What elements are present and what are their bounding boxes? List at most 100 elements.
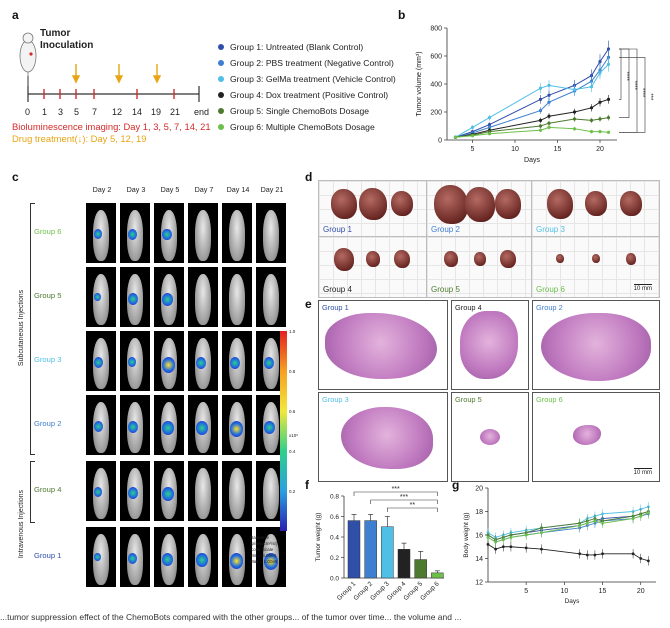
row-group-label: Group 3 [34, 355, 62, 364]
row-group-label: Group 6 [34, 227, 62, 236]
day-5: 5 [74, 107, 80, 117]
y-tick-label: 800 [430, 26, 442, 33]
tumor-group-label: Group 3 [536, 225, 565, 234]
tumor-specimen [359, 188, 387, 221]
data-point [606, 97, 611, 101]
mouse-body [228, 468, 246, 519]
data-point [585, 553, 589, 557]
data-point [598, 130, 602, 134]
y-tick-label: 0.0 [330, 576, 339, 583]
data-point [572, 110, 577, 114]
scale-tick-label: 0.2 [289, 489, 296, 494]
data-point [589, 106, 594, 110]
data-point [538, 124, 543, 128]
significance-label: **** [631, 81, 637, 91]
tumor-specimen [626, 253, 637, 265]
luminescence-signal [94, 421, 103, 432]
data-point [598, 100, 602, 104]
data-point [487, 132, 492, 136]
tumor-photo-cell: Group 4 [318, 236, 428, 298]
legend-item-group-3: Group 3: GelMa treatment (Vehicle Contro… [218, 74, 396, 84]
y-tick-label: 16 [475, 533, 483, 540]
data-point [501, 545, 505, 549]
histology-group-label: Group 6 [536, 395, 563, 404]
data-point [487, 123, 492, 127]
row-group-label: Group 1 [34, 551, 62, 560]
data-point [453, 135, 458, 139]
histology-group-label: Group 4 [455, 303, 482, 312]
day-19: 19 [151, 107, 162, 117]
y-tick-label: 0.2 [330, 555, 339, 562]
tumor-specimen [444, 251, 459, 268]
inoculation-label: Inoculation [40, 40, 94, 51]
data-point [470, 134, 475, 138]
day-21: 21 [170, 107, 181, 117]
data-point [639, 507, 643, 511]
tumor-label: Tumor [40, 28, 71, 39]
x-tick-label: 15 [554, 146, 562, 153]
luminescence-signal [196, 421, 208, 436]
histology-group-label: Group 5 [455, 395, 482, 404]
day-column-label: Day 5 [160, 185, 180, 194]
scale-caption: (p/sec/cm²/sr) [250, 541, 278, 546]
luminescence-signal [94, 553, 101, 562]
data-point [547, 93, 551, 97]
x-tick-label: 20 [596, 146, 604, 153]
histology-cell: Group 5 [451, 392, 529, 482]
timeline-illustration [19, 32, 200, 102]
significance-bracket [387, 507, 438, 512]
data-point [589, 118, 594, 122]
tumor-group-label: Group 1 [323, 225, 352, 234]
mouse-image [154, 203, 184, 263]
data-point [572, 127, 577, 131]
legend-label: Group 1: Untreated (Blank Control) [230, 42, 364, 52]
mouse-image [86, 267, 116, 327]
mouse-body [228, 210, 246, 261]
mouse-image [120, 527, 150, 587]
significance-label: *** [400, 494, 408, 501]
timeline-day-labels: 0 1 3 5 7 12 14 19 21 end [22, 107, 212, 119]
mouse-image [86, 331, 116, 391]
legend-item-group-2: Group 2: PBS treatment (Negative Control… [218, 58, 394, 68]
tumor-specimen [584, 191, 607, 217]
bioluminescence-grid: Day 2 Day 3 Day 5 Day 7 Day 14 Day 21 Group 6 G… [14, 185, 304, 600]
y-axis-label: Body weight (g) [463, 512, 470, 557]
data-point [486, 535, 490, 539]
scale-caption: Radiance [250, 535, 270, 540]
significance-label: *** [392, 486, 400, 493]
intravenous-bracket [30, 461, 35, 523]
data-point [494, 540, 498, 544]
legend-item-group-5: Group 5: Single ChemoBots Dosage [218, 106, 369, 116]
mouse-image [188, 331, 218, 391]
legend-item-group-4: Group 4: Dox treatment (Positive Control… [218, 90, 388, 100]
scale-tick-label: 0.6 [289, 409, 296, 414]
data-point [646, 559, 650, 563]
x-tick-label: 5 [471, 146, 475, 153]
day-column-label: Day 21 [260, 185, 284, 194]
luminescence-signal [162, 357, 175, 373]
mouse-body [262, 274, 280, 325]
mouse-image [154, 267, 184, 327]
y-tick-label: 0.4 [330, 535, 339, 542]
series-line-group-5 [455, 117, 609, 138]
day-12: 12 [112, 107, 123, 117]
day-column-label: Day 14 [226, 185, 250, 194]
tumor-volume-chart: 0 200 400 600 800 5 10 15 20 Days Tumor volume (mm… [416, 26, 653, 165]
tumor-specimen [394, 250, 411, 269]
data-point [639, 514, 643, 518]
day-end: end [194, 107, 210, 117]
legend-dot-icon [218, 92, 224, 98]
legend-dot-icon [218, 60, 224, 66]
x-tick-label: 10 [511, 146, 519, 153]
legend-label: Group 5: Single ChemoBots Dosage [230, 106, 370, 116]
significance-label: **** [623, 72, 629, 82]
mouse-body [228, 274, 246, 325]
radiance-color-scale [280, 331, 287, 531]
mouse-image [188, 527, 218, 587]
body-weight-chart: 12 14 16 18 20 5 10 15 20 Days Body weight (g) [463, 486, 656, 605]
x-tick-label: 20 [637, 588, 645, 595]
data-point [540, 526, 543, 530]
data-point [538, 109, 543, 113]
tumor-specimen [546, 189, 573, 219]
panel-label-g: g [452, 478, 460, 492]
